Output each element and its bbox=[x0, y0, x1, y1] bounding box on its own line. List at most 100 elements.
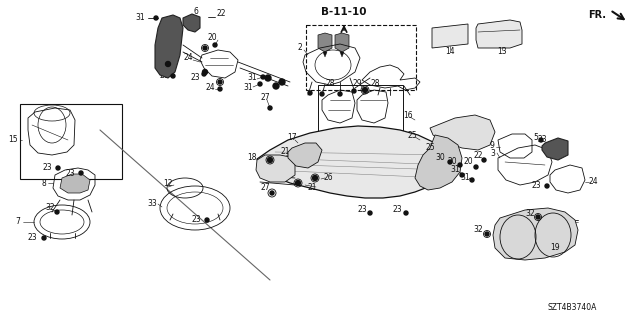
Polygon shape bbox=[323, 52, 327, 57]
Text: 27: 27 bbox=[260, 93, 270, 101]
Circle shape bbox=[308, 91, 312, 95]
Bar bbox=[318, 85, 403, 163]
Polygon shape bbox=[542, 138, 568, 160]
Text: 25: 25 bbox=[425, 144, 435, 152]
Text: 32: 32 bbox=[525, 209, 535, 218]
Polygon shape bbox=[256, 155, 295, 182]
Text: 31: 31 bbox=[135, 13, 145, 23]
Polygon shape bbox=[183, 14, 200, 32]
Text: 18: 18 bbox=[247, 153, 257, 162]
Text: 5: 5 bbox=[533, 132, 538, 142]
Circle shape bbox=[154, 16, 158, 20]
Text: 16: 16 bbox=[403, 110, 413, 120]
Text: 32: 32 bbox=[45, 203, 55, 211]
Circle shape bbox=[218, 80, 222, 84]
Text: B-11-10: B-11-10 bbox=[321, 7, 367, 17]
Text: 8: 8 bbox=[42, 179, 46, 188]
Text: 26: 26 bbox=[323, 174, 333, 182]
Circle shape bbox=[296, 181, 301, 186]
Circle shape bbox=[42, 236, 46, 240]
Circle shape bbox=[539, 138, 543, 142]
Circle shape bbox=[368, 211, 372, 215]
Text: 21: 21 bbox=[307, 182, 317, 191]
Text: 23: 23 bbox=[42, 164, 52, 173]
Text: 22: 22 bbox=[216, 10, 226, 19]
Text: 22: 22 bbox=[473, 151, 483, 160]
Text: 20: 20 bbox=[207, 33, 217, 42]
Text: 15: 15 bbox=[8, 136, 18, 145]
Text: 14: 14 bbox=[445, 48, 455, 56]
Circle shape bbox=[203, 46, 207, 50]
Text: 6: 6 bbox=[193, 8, 198, 17]
Polygon shape bbox=[340, 52, 344, 57]
Circle shape bbox=[362, 87, 367, 93]
Text: 7: 7 bbox=[15, 218, 20, 226]
Text: 23: 23 bbox=[531, 182, 541, 190]
Text: 17: 17 bbox=[287, 133, 297, 143]
Text: 23: 23 bbox=[538, 136, 547, 145]
Text: 31: 31 bbox=[247, 73, 257, 83]
Text: 19: 19 bbox=[550, 243, 560, 253]
Circle shape bbox=[218, 87, 222, 91]
Text: 28: 28 bbox=[371, 79, 380, 88]
Circle shape bbox=[268, 158, 273, 162]
Text: 20: 20 bbox=[447, 158, 457, 167]
Polygon shape bbox=[476, 20, 522, 48]
Text: 23: 23 bbox=[191, 216, 201, 225]
Circle shape bbox=[268, 106, 272, 110]
Polygon shape bbox=[257, 126, 450, 198]
Circle shape bbox=[448, 160, 452, 164]
Circle shape bbox=[312, 175, 317, 181]
Text: 28: 28 bbox=[325, 79, 335, 88]
Text: FR.: FR. bbox=[588, 10, 606, 20]
Circle shape bbox=[202, 70, 207, 75]
Text: 31: 31 bbox=[243, 83, 253, 92]
Text: 23: 23 bbox=[190, 73, 200, 83]
Text: 20: 20 bbox=[463, 158, 473, 167]
Polygon shape bbox=[415, 135, 462, 190]
Polygon shape bbox=[432, 24, 468, 48]
Text: 23: 23 bbox=[160, 57, 170, 66]
Polygon shape bbox=[335, 33, 349, 52]
Circle shape bbox=[460, 173, 464, 177]
Circle shape bbox=[270, 191, 274, 195]
Circle shape bbox=[545, 184, 549, 188]
Bar bbox=[20, 104, 122, 179]
Circle shape bbox=[536, 215, 540, 219]
Circle shape bbox=[166, 62, 170, 66]
Circle shape bbox=[205, 218, 209, 222]
Polygon shape bbox=[430, 115, 495, 150]
Polygon shape bbox=[288, 143, 322, 168]
Circle shape bbox=[458, 163, 462, 167]
Text: SZT4B3740A: SZT4B3740A bbox=[547, 303, 596, 313]
Circle shape bbox=[338, 92, 342, 96]
Text: 25: 25 bbox=[407, 130, 417, 139]
Circle shape bbox=[474, 165, 478, 169]
Text: 13: 13 bbox=[497, 48, 507, 56]
Circle shape bbox=[265, 75, 271, 81]
Polygon shape bbox=[318, 33, 332, 52]
Circle shape bbox=[470, 178, 474, 182]
Text: 33: 33 bbox=[147, 198, 157, 207]
Text: 12: 12 bbox=[163, 180, 173, 189]
Polygon shape bbox=[155, 15, 183, 78]
Text: 23: 23 bbox=[357, 205, 367, 214]
Text: 20: 20 bbox=[159, 70, 169, 79]
Text: 29: 29 bbox=[352, 79, 362, 88]
Circle shape bbox=[171, 74, 175, 78]
Text: 24: 24 bbox=[183, 54, 193, 63]
Circle shape bbox=[485, 232, 489, 236]
Text: 27: 27 bbox=[260, 183, 270, 192]
Text: 21: 21 bbox=[280, 147, 290, 157]
Circle shape bbox=[258, 82, 262, 86]
Text: 31: 31 bbox=[450, 166, 460, 174]
Text: 2: 2 bbox=[298, 43, 302, 53]
Text: 32: 32 bbox=[473, 226, 483, 234]
Circle shape bbox=[56, 166, 60, 170]
Text: 31: 31 bbox=[460, 173, 470, 182]
Text: 23: 23 bbox=[27, 233, 37, 241]
Polygon shape bbox=[60, 174, 90, 193]
Text: 9: 9 bbox=[489, 142, 494, 151]
Text: 30: 30 bbox=[435, 153, 445, 162]
Circle shape bbox=[320, 92, 324, 96]
